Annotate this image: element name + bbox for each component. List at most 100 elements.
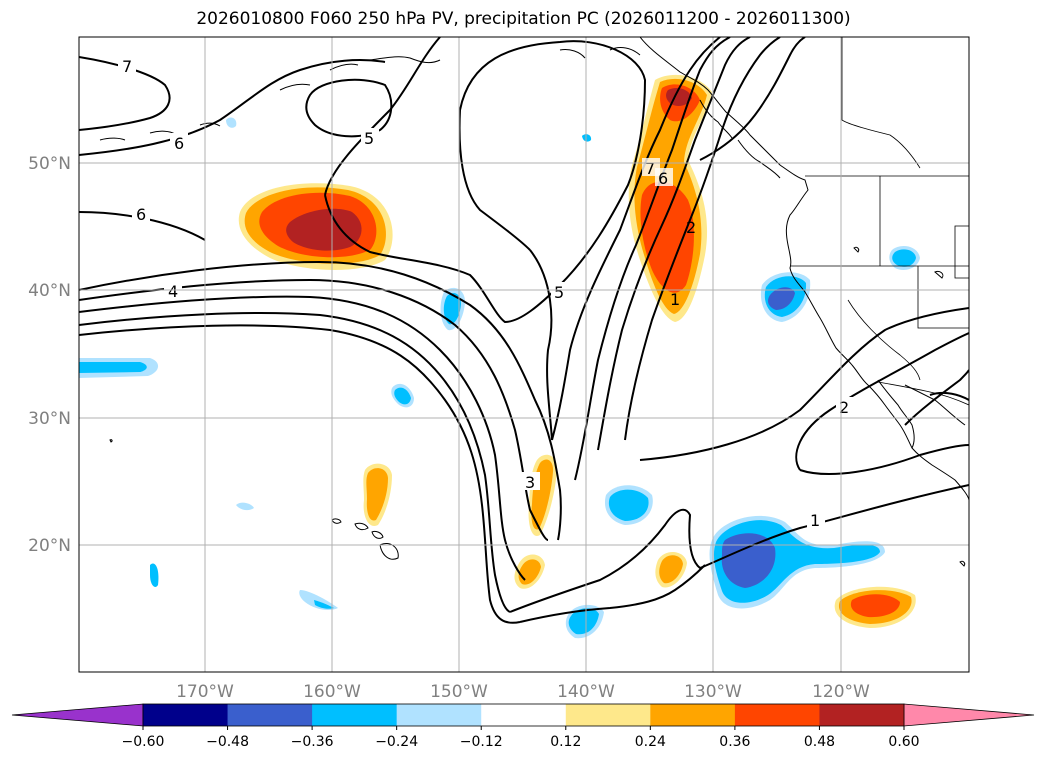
colorbar-extend-high bbox=[903, 703, 1035, 727]
precip-area bbox=[299, 590, 338, 610]
pv-contour bbox=[551, 37, 721, 441]
pv-contour bbox=[324, 40, 647, 324]
pv-contour bbox=[929, 391, 969, 401]
colorbar-segment bbox=[734, 704, 820, 726]
state-border bbox=[847, 299, 921, 381]
contour-label: 1 bbox=[670, 290, 680, 309]
contour-label: 5 bbox=[554, 283, 564, 302]
precip-area bbox=[582, 134, 592, 142]
colorbar-tick-label: −0.12 bbox=[460, 734, 503, 750]
border-us-mexico bbox=[877, 381, 969, 406]
pv-contour bbox=[324, 37, 441, 196]
state-border bbox=[954, 225, 969, 279]
precip-area bbox=[236, 502, 254, 511]
colorbar: −0.60 −0.48 −0.36 −0.24 −0.12 0.12 0.24 0.36 0.4… bbox=[11, 703, 1035, 750]
precip-area bbox=[286, 208, 362, 251]
coastline bbox=[379, 543, 399, 560]
contour-label: 4 bbox=[168, 282, 178, 301]
coastline bbox=[559, 49, 586, 59]
pv-contour bbox=[904, 369, 969, 426]
lon-label: 150°W bbox=[430, 682, 488, 702]
lat-label: 40°N bbox=[28, 281, 71, 301]
colorbar-tick-label: −0.24 bbox=[375, 734, 418, 750]
coastline bbox=[109, 439, 113, 443]
colorbar-segment bbox=[312, 704, 398, 726]
coastline bbox=[639, 37, 969, 501]
colorbar-tick-label: −0.36 bbox=[291, 734, 334, 750]
precip-area bbox=[608, 489, 649, 521]
border-alaska-canada bbox=[841, 37, 921, 169]
coastline bbox=[331, 518, 342, 524]
coastline bbox=[279, 83, 311, 91]
lon-label: 160°W bbox=[303, 682, 361, 702]
coastline bbox=[934, 271, 944, 279]
precip-area bbox=[659, 555, 683, 584]
precip-area bbox=[366, 468, 388, 521]
precip-area bbox=[568, 608, 599, 635]
coastline bbox=[354, 522, 369, 531]
colorbar-frame bbox=[142, 703, 905, 727]
colorbar-segment bbox=[227, 704, 313, 726]
colorbar-segment bbox=[143, 704, 229, 726]
pv-contour bbox=[597, 37, 751, 451]
coastline bbox=[877, 379, 915, 449]
precip-area bbox=[314, 600, 334, 609]
contour-label: 6 bbox=[174, 134, 184, 153]
lon-label: 130°W bbox=[684, 682, 742, 702]
coastline bbox=[699, 99, 733, 139]
coastline bbox=[959, 560, 966, 567]
contour-label: 3 bbox=[525, 473, 535, 492]
pv-contour bbox=[79, 324, 521, 624]
colorbar-tick-label: 0.60 bbox=[888, 734, 919, 750]
state-border bbox=[917, 266, 969, 329]
gridlines bbox=[79, 37, 969, 672]
map-frame bbox=[78, 36, 970, 673]
contour-label: 2 bbox=[686, 218, 696, 237]
colorbar-tick-label: −0.60 bbox=[122, 734, 165, 750]
colorbar-extend-low bbox=[11, 703, 144, 727]
colorbar-tick-label: −0.48 bbox=[206, 734, 249, 750]
lat-label: 30°N bbox=[28, 409, 71, 429]
precip-area bbox=[443, 292, 461, 325]
precip-area bbox=[892, 249, 916, 267]
pv-contour bbox=[509, 484, 969, 613]
precip-area bbox=[768, 287, 795, 310]
pv-contour bbox=[79, 295, 526, 581]
colorbar-segment bbox=[819, 704, 905, 726]
precip-area bbox=[721, 533, 776, 588]
pv-contour bbox=[699, 37, 806, 161]
contour-label: 7 bbox=[645, 159, 655, 178]
pv-contour bbox=[795, 332, 969, 471]
coastline bbox=[329, 63, 359, 71]
coastline bbox=[371, 530, 384, 539]
pv-contour bbox=[799, 444, 969, 475]
coastline bbox=[199, 122, 221, 127]
pv-contour bbox=[519, 564, 706, 623]
colorbar-segment bbox=[565, 704, 651, 726]
precip-area bbox=[79, 362, 147, 373]
map-title: 2026010800 F060 250 hPa PV, precipitatio… bbox=[196, 9, 851, 29]
precip-area bbox=[394, 387, 411, 405]
precip-positive-areas bbox=[238, 74, 916, 628]
colorbar-segment bbox=[481, 704, 567, 726]
lat-label: 20°N bbox=[28, 536, 71, 556]
precip-area bbox=[150, 563, 159, 587]
lon-label: 140°W bbox=[557, 682, 615, 702]
pv-contour bbox=[639, 307, 969, 461]
pv-contour bbox=[529, 249, 553, 441]
contour-label: 5 bbox=[364, 129, 374, 148]
precip-area bbox=[640, 181, 694, 293]
colorbar-tick-label: 0.48 bbox=[804, 734, 835, 750]
coastline bbox=[737, 139, 781, 179]
colorbar-segment bbox=[650, 704, 736, 726]
pv-contour bbox=[79, 312, 511, 613]
colorbar-tick-label: 0.12 bbox=[550, 734, 581, 750]
coastline bbox=[369, 56, 441, 64]
precip-area bbox=[850, 594, 900, 618]
colorbar-tick-label: 0.36 bbox=[719, 734, 750, 750]
contour-label: 2 bbox=[839, 398, 849, 417]
lon-label: 170°W bbox=[176, 682, 234, 702]
political-boundaries bbox=[790, 37, 969, 406]
contour-label: 6 bbox=[658, 169, 668, 188]
